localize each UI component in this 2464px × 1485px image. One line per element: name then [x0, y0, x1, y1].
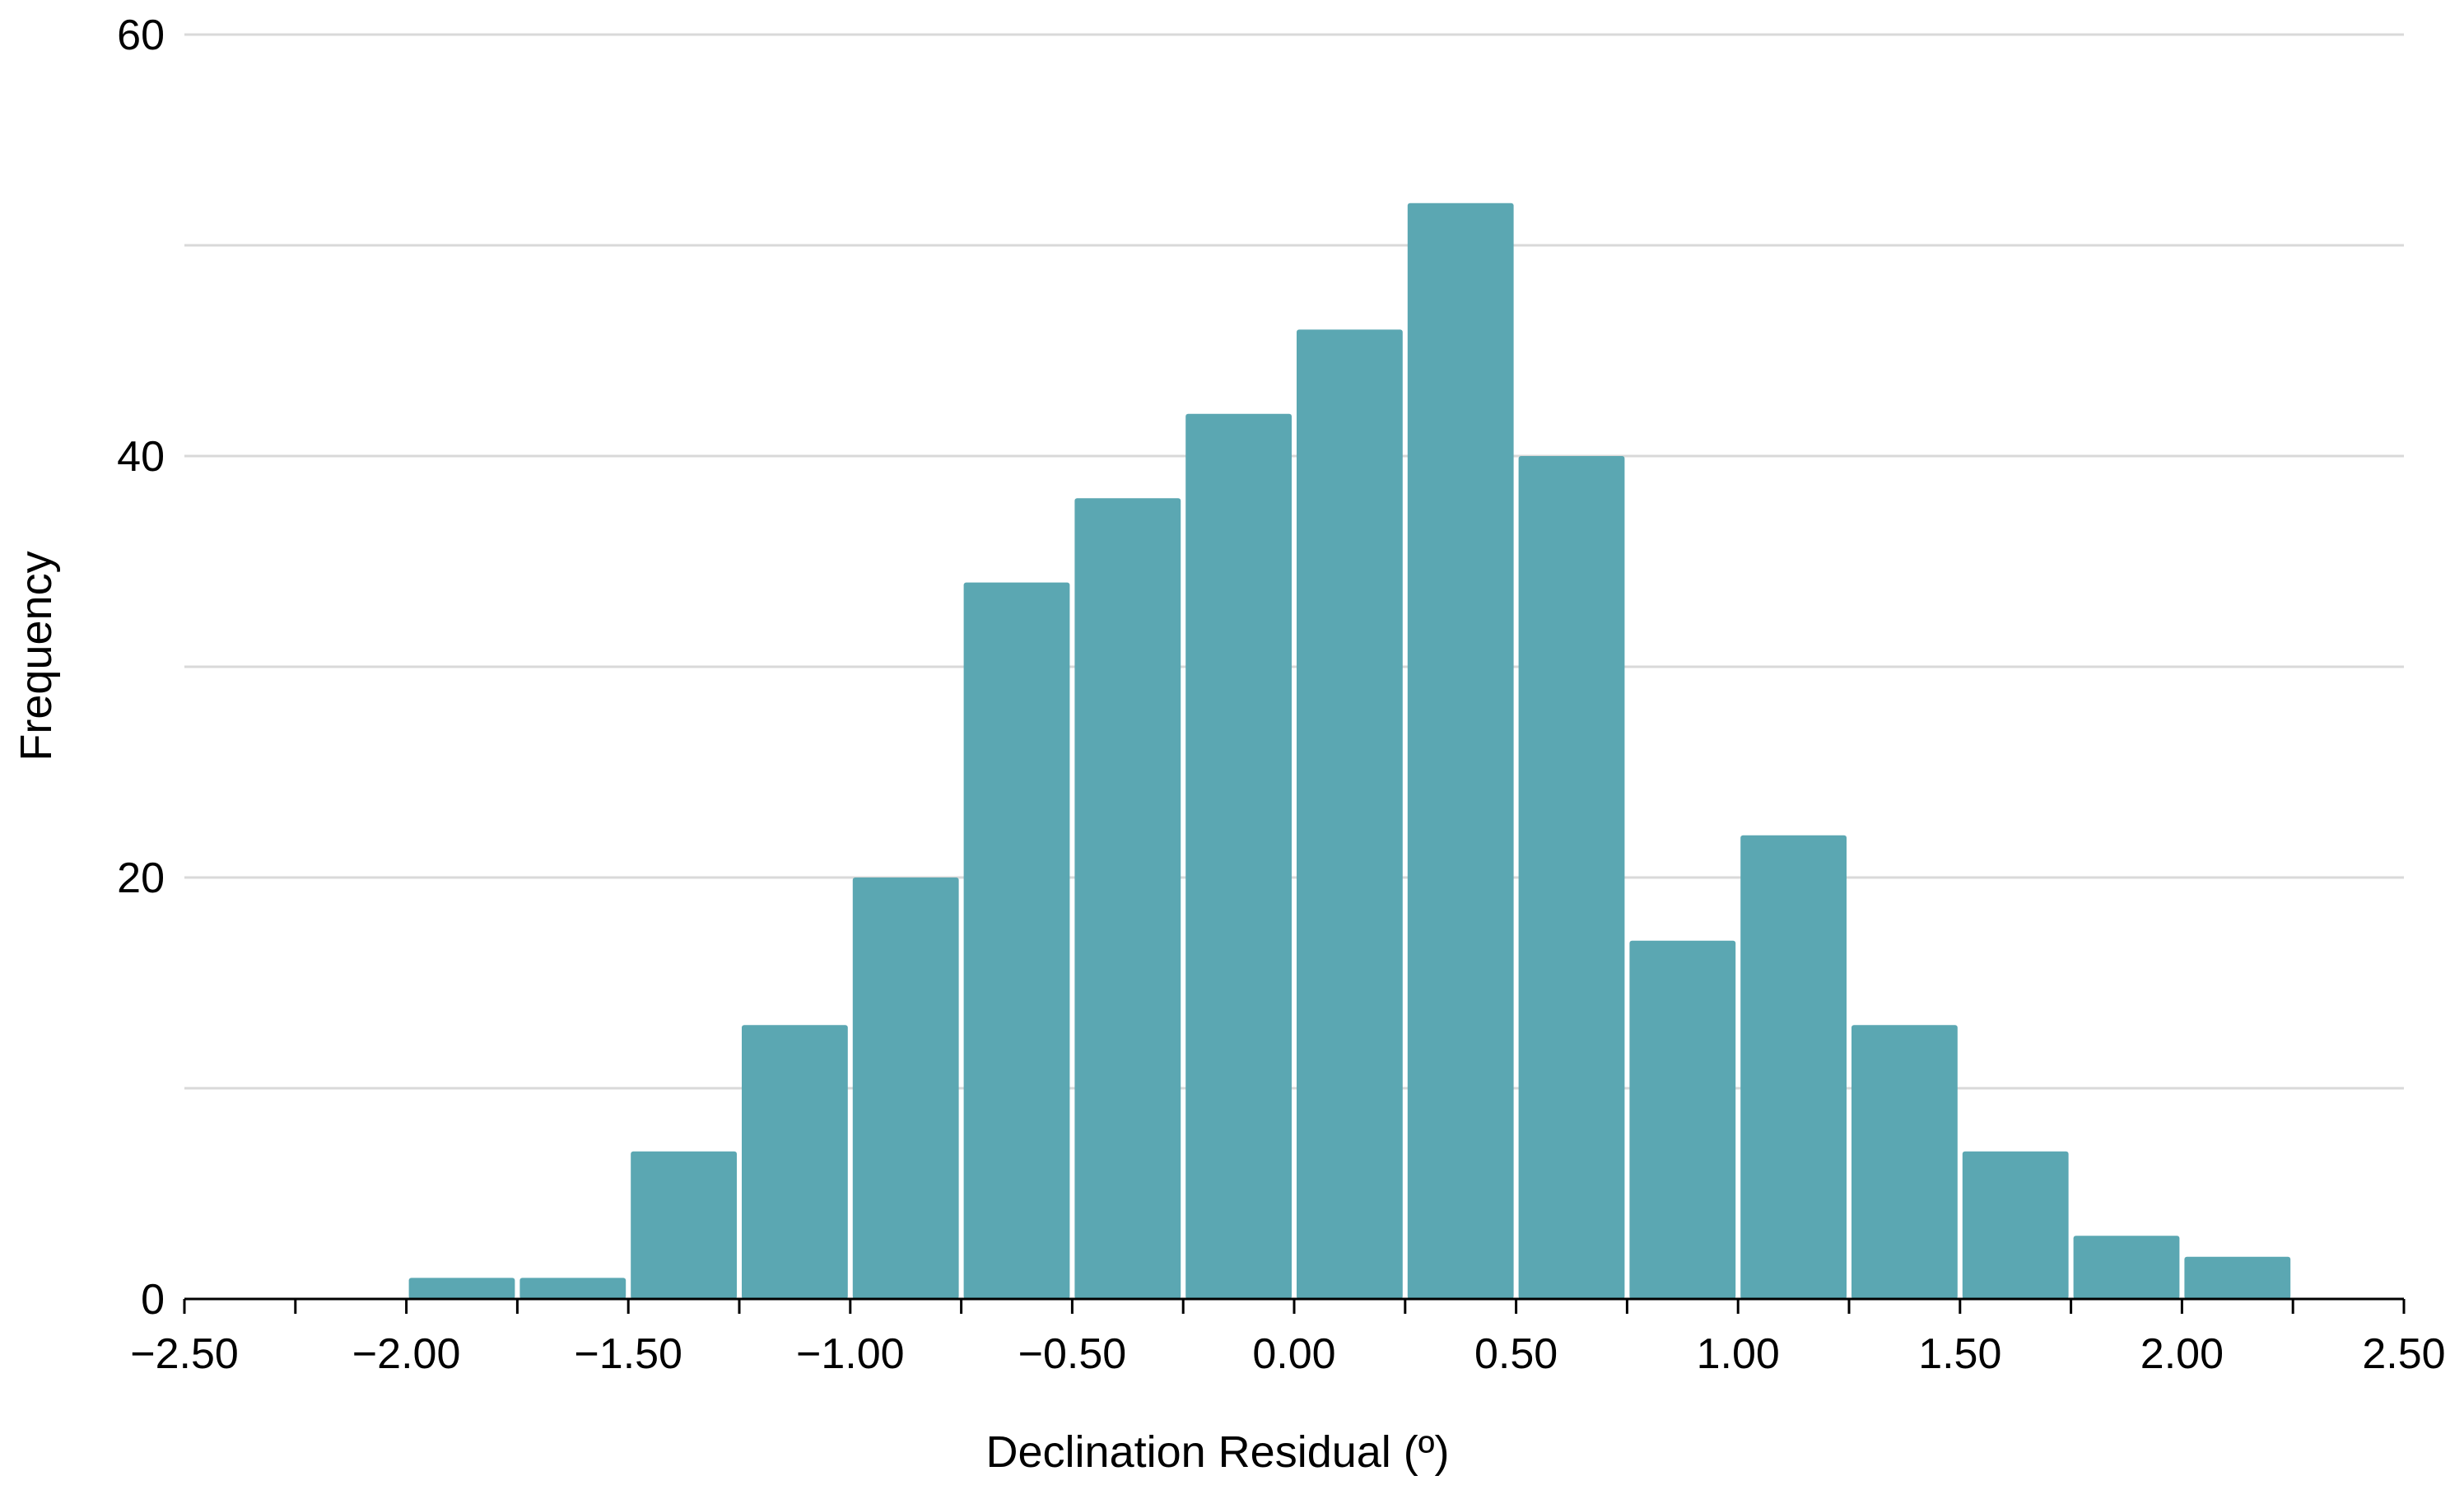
x-tick-label: −0.50 [1018, 1330, 1127, 1378]
gridlines [184, 33, 2404, 1090]
histogram-bar [1851, 1025, 1958, 1299]
histogram-bar [1518, 456, 1625, 1299]
x-tick-label: 1.50 [1918, 1330, 2001, 1378]
x-tick-label: 0.00 [1252, 1330, 1335, 1378]
histogram-bar [1629, 940, 1736, 1299]
x-tick-label: −2.50 [130, 1330, 239, 1378]
histogram-bar [2184, 1256, 2291, 1299]
x-tick-label: −1.00 [796, 1330, 905, 1378]
y-axis-title: Frequency [12, 551, 61, 761]
x-tick-label: 2.00 [2140, 1330, 2224, 1378]
histogram-bar [2073, 1236, 2180, 1299]
x-tick-label: 1.00 [1697, 1330, 1780, 1378]
histogram-bar [1962, 1151, 2069, 1299]
tick-labels: −2.50 −2.00 −1.50 −1.00 −0.50 0.00 0.50 1.00 1.5… [117, 12, 2445, 1378]
histogram-bar [1074, 498, 1181, 1299]
y-tick-label: 20 [117, 854, 165, 902]
histogram-bar [519, 1278, 626, 1299]
x-tick-label: 2.50 [2362, 1330, 2445, 1378]
x-tick-label: −2.00 [352, 1330, 461, 1378]
y-tick-label: 40 [117, 433, 165, 481]
y-tick-label: 0 [141, 1276, 165, 1324]
x-axis-title: Declination Residual (º) [986, 1427, 1450, 1477]
axes [183, 1297, 2406, 1314]
histogram-bar [1297, 329, 1403, 1299]
x-tick-label: 0.50 [1474, 1330, 1558, 1378]
histogram-bars [408, 202, 2291, 1299]
x-tick-label: −1.50 [574, 1330, 682, 1378]
histogram-bar [631, 1151, 737, 1299]
histogram-bar [1407, 202, 1514, 1299]
histogram-bar [963, 582, 1070, 1299]
histogram-bar [1185, 413, 1292, 1299]
histogram-bar [408, 1278, 515, 1299]
histogram-bar [852, 878, 959, 1299]
histogram-bar [742, 1025, 848, 1299]
histogram-bar [1740, 835, 1847, 1299]
y-tick-label: 60 [117, 12, 165, 59]
